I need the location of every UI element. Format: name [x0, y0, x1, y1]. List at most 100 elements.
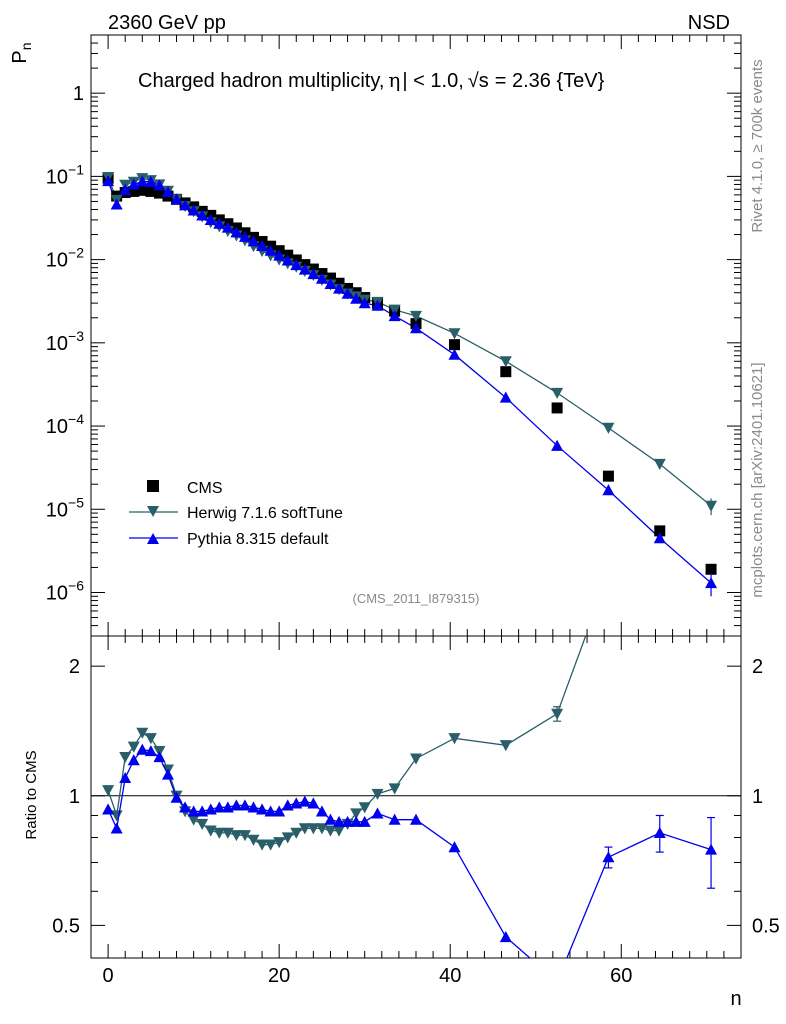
- cms-data-point: [654, 525, 666, 537]
- x-tick-label: 60: [610, 965, 632, 987]
- ratio-point-herwig: [290, 827, 303, 839]
- pythia-data-point: [170, 193, 183, 205]
- ratio-point-pythia: [110, 822, 123, 834]
- pythia-data-point: [144, 175, 157, 187]
- ratio-y-tick-label-left: 0.5: [52, 915, 80, 937]
- ratio-y-axis-label: Ratio to CMS: [23, 750, 40, 839]
- ratio-point-pythia: [153, 751, 166, 763]
- main-y-tick-exponent: −3: [68, 328, 84, 344]
- pythia-data-point: [136, 175, 149, 187]
- ratio-point-herwig: [298, 823, 311, 835]
- cms-data-point: [145, 185, 157, 197]
- ratio-point-pythia: [315, 805, 328, 817]
- pythia-data-point: [196, 209, 209, 221]
- ratio-point-herwig: [371, 788, 384, 800]
- pythia-data-point: [110, 198, 123, 210]
- ratio-point-pythia: [187, 805, 200, 817]
- ratio-point-pythia: [448, 841, 461, 853]
- cms-data-point: [128, 185, 140, 197]
- main-y-tick-base: 10: [46, 499, 68, 521]
- cms-data-point: [153, 187, 165, 199]
- ratio-point-herwig: [238, 830, 251, 842]
- ratio-point-pythia: [247, 801, 260, 813]
- header-process-label: NSD: [688, 12, 730, 34]
- pythia-data-point: [358, 297, 371, 309]
- ratio-point-herwig: [307, 823, 320, 835]
- ratio-point-pythia: [161, 768, 174, 780]
- ratio-point-herwig: [499, 740, 512, 752]
- pythia-data-point: [333, 282, 346, 294]
- pythia-data-point: [653, 532, 666, 544]
- ratio-point-herwig: [196, 818, 209, 830]
- main-y-tick-base: 10: [46, 582, 68, 604]
- legend-pythia-label: Pythia 8.315 default: [187, 531, 329, 548]
- main-y-axis-label-letter: P: [9, 50, 31, 63]
- herwig-data-point: [653, 458, 666, 470]
- pythia-data-point: [273, 249, 286, 261]
- cms-data-point: [705, 563, 717, 575]
- ratio-y-tick-label-right: 0.5: [752, 915, 780, 937]
- pythia-data-point: [161, 185, 174, 198]
- main-y-tick-base: 10: [46, 333, 68, 355]
- rivet-version-label: Rivet 4.1.0, ≥ 700k events: [749, 59, 766, 232]
- legend-pythia-marker: [147, 533, 159, 544]
- pythia-data-point: [341, 287, 354, 299]
- pythia-data-point: [371, 299, 384, 311]
- ratio-point-pythia: [127, 754, 140, 766]
- header-energy-label: 2360 GeV pp: [108, 12, 226, 34]
- ratio-point-pythia: [358, 815, 371, 827]
- pythia-data-point: [221, 221, 234, 233]
- title-sqrt-s: √s: [468, 70, 489, 92]
- cms-data-point: [136, 184, 148, 196]
- ratio-point-pythia: [341, 815, 354, 827]
- pythia-data-point: [127, 178, 140, 190]
- main-y-tick-base: 10: [46, 166, 68, 188]
- main-y-tick-exponent: −1: [68, 161, 84, 177]
- ratio-point-pythia: [256, 803, 269, 815]
- ratio-point-pythia: [238, 799, 251, 811]
- main-line-herwig: [107, 176, 712, 507]
- ratio-point-herwig: [127, 741, 140, 753]
- ratio-series-layer: [102, 636, 718, 958]
- pythia-data-point: [238, 230, 251, 242]
- main-y-tick-exponent: −6: [68, 577, 84, 593]
- mcplots-reference-label: mcplots.cern.ch [arXiv:2401.10621]: [749, 362, 766, 597]
- ratio-point-pythia: [298, 795, 311, 807]
- ratio-y-tick-label-left: 2: [69, 656, 80, 678]
- ratio-point-herwig: [144, 733, 157, 745]
- legend: CMS Herwig 7.1.6 softTune Pythia 8.315 d…: [129, 480, 343, 548]
- pythia-data-point: [307, 268, 320, 280]
- ratio-point-pythia: [388, 813, 401, 825]
- cms-data-point: [602, 470, 614, 482]
- ratio-point-herwig: [264, 839, 277, 851]
- ratio-point-pythia: [410, 813, 422, 825]
- pythia-data-point: [153, 179, 166, 191]
- main-y-axis-label-subscript: n: [18, 42, 34, 50]
- main-y-tick-exponent: −5: [68, 494, 84, 510]
- ratio-point-herwig: [102, 785, 115, 797]
- ratio-point-pythia: [264, 805, 277, 817]
- title-text-mid: | < 1.0,: [402, 70, 463, 92]
- ratio-point-herwig: [273, 837, 286, 849]
- pythia-data-point: [448, 348, 461, 360]
- main-y-tick-label: 10−5: [46, 494, 84, 521]
- pythia-data-point: [179, 199, 192, 211]
- herwig-data-point: [448, 328, 461, 340]
- ratio-point-pythia: [307, 797, 320, 809]
- ratio-point-pythia: [371, 807, 384, 819]
- main-axis-ticks: 110−110−210−310−410−510−6: [46, 34, 742, 637]
- ratio-point-herwig: [187, 814, 200, 826]
- main-y-tick-base: 10: [46, 250, 68, 272]
- cms-data-point: [448, 339, 460, 351]
- x-tick-label: 20: [268, 965, 290, 987]
- main-y-tick-label: 10−6: [46, 577, 84, 604]
- ratio-point-herwig: [410, 753, 422, 765]
- pythia-data-point: [388, 310, 401, 322]
- title-text-post: = 2.36 {TeV}: [495, 70, 605, 92]
- ratio-point-pythia: [144, 745, 157, 757]
- main-y-tick-base: 10: [46, 416, 68, 438]
- pythia-data-point: [204, 213, 217, 226]
- herwig-data-point: [602, 422, 615, 434]
- main-y-tick-exponent: −4: [68, 411, 84, 427]
